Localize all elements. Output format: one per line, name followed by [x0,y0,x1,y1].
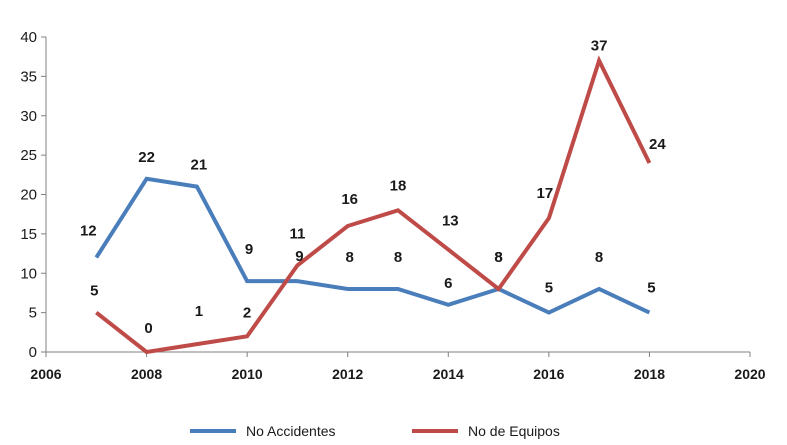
x-tick-label: 2016 [533,366,564,382]
data-label-accidentes: 9 [295,248,303,265]
data-label-equipos: 1 [195,303,203,320]
data-label-accidentes: 6 [444,275,452,292]
data-label-equipos: 13 [442,213,459,230]
data-label-accidentes: 8 [394,249,402,266]
series-lines [94,55,652,355]
y-tick-label: 15 [20,226,37,243]
data-label-accidentes: 5 [647,280,655,297]
x-tick-label: 2008 [131,366,162,382]
legend-swatch-equipos [412,429,458,433]
data-label-equipos: 17 [537,185,554,202]
data-label-equipos: 0 [144,320,152,337]
y-tick-label: 5 [29,305,37,322]
data-label-equipos: 2 [243,304,251,321]
data-label-accidentes: 8 [346,249,354,266]
data-label-accidentes: 12 [80,223,97,240]
data-label-accidentes: 9 [245,241,253,258]
legend-label-equipos: No de Equipos [468,423,560,439]
data-label-equipos: 5 [90,283,98,300]
data-label-equipos: 16 [341,191,358,208]
y-tick-label: 0 [29,344,37,361]
legend: No Accidentes No de Equipos [0,420,787,442]
data-label-accidentes: 22 [138,149,155,166]
data-label-equipos: 8 [494,249,502,266]
data-label-accidentes: 5 [545,280,553,297]
x-tick-label: 2014 [433,366,464,382]
data-label-accidentes: 8 [494,249,502,266]
series-line-accidentes [94,176,651,315]
x-tick-label: 2010 [232,366,263,382]
data-label-accidentes: 8 [595,249,603,266]
y-tick-label: 40 [20,29,37,46]
x-tick-label: 2020 [734,366,765,382]
y-tick-label: 25 [20,147,37,164]
data-label-equipos: 37 [591,38,608,55]
legend-item-accidentes: No Accidentes [190,420,336,442]
data-label-equipos: 24 [649,136,666,153]
data-label-equipos: 11 [289,225,305,242]
x-tick-label: 2018 [634,366,665,382]
y-tick-label: 35 [20,68,37,85]
data-label-equipos: 18 [390,177,407,194]
data-label-accidentes: 21 [191,157,208,174]
y-tick-label: 30 [20,108,37,125]
legend-item-equipos: No de Equipos [412,420,560,442]
series-line-equipos [95,55,652,355]
x-tick-label: 2006 [30,366,61,382]
y-tick-label: 20 [20,187,37,204]
x-tick-label: 2012 [332,366,363,382]
legend-label-accidentes: No Accidentes [246,423,336,439]
y-tick-label: 10 [20,265,37,282]
legend-swatch-accidentes [190,429,236,433]
